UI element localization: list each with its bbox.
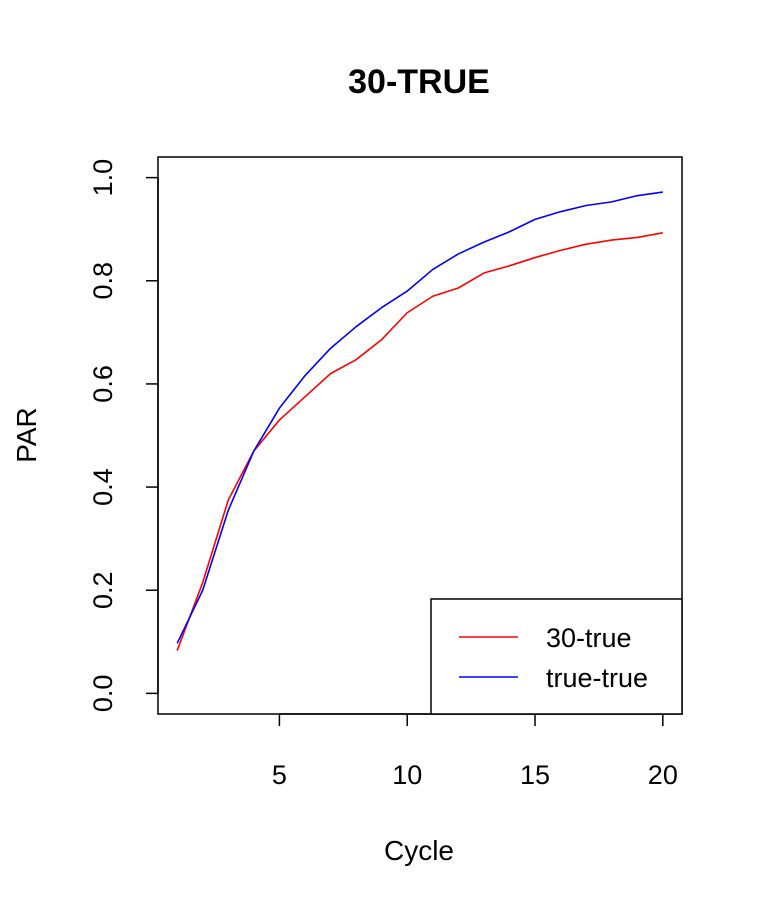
y-tick-label: 0.4 — [88, 468, 118, 506]
x-tick-label: 10 — [392, 760, 422, 790]
y-tick-label: 0.2 — [88, 571, 118, 609]
series-line-30-true — [176, 232, 663, 651]
legend-label-true-true: true-true — [546, 663, 648, 693]
y-tick-label: 0.6 — [88, 365, 118, 403]
y-tick-label: 1.0 — [88, 159, 118, 197]
x-tick-label: 5 — [272, 760, 287, 790]
x-axis: 5 10 15 20 — [272, 713, 678, 790]
y-tick-label: 0.8 — [88, 262, 118, 300]
series-lines — [176, 191, 663, 651]
y-tick-label: 0.0 — [88, 675, 118, 713]
legend-label-30-true: 30-true — [546, 623, 632, 653]
x-axis-label: Cycle — [384, 835, 454, 866]
y-axis-label: PAR — [11, 407, 42, 463]
y-axis: 0.0 0.2 0.4 0.6 0.8 1.0 — [88, 159, 159, 713]
chart-title: 30-TRUE — [348, 63, 490, 101]
series-line-true-true — [176, 191, 663, 644]
legend: 30-true true-true — [430, 598, 683, 715]
legend-box — [430, 598, 683, 715]
x-tick-label: 20 — [648, 760, 678, 790]
x-tick-label: 15 — [520, 760, 550, 790]
